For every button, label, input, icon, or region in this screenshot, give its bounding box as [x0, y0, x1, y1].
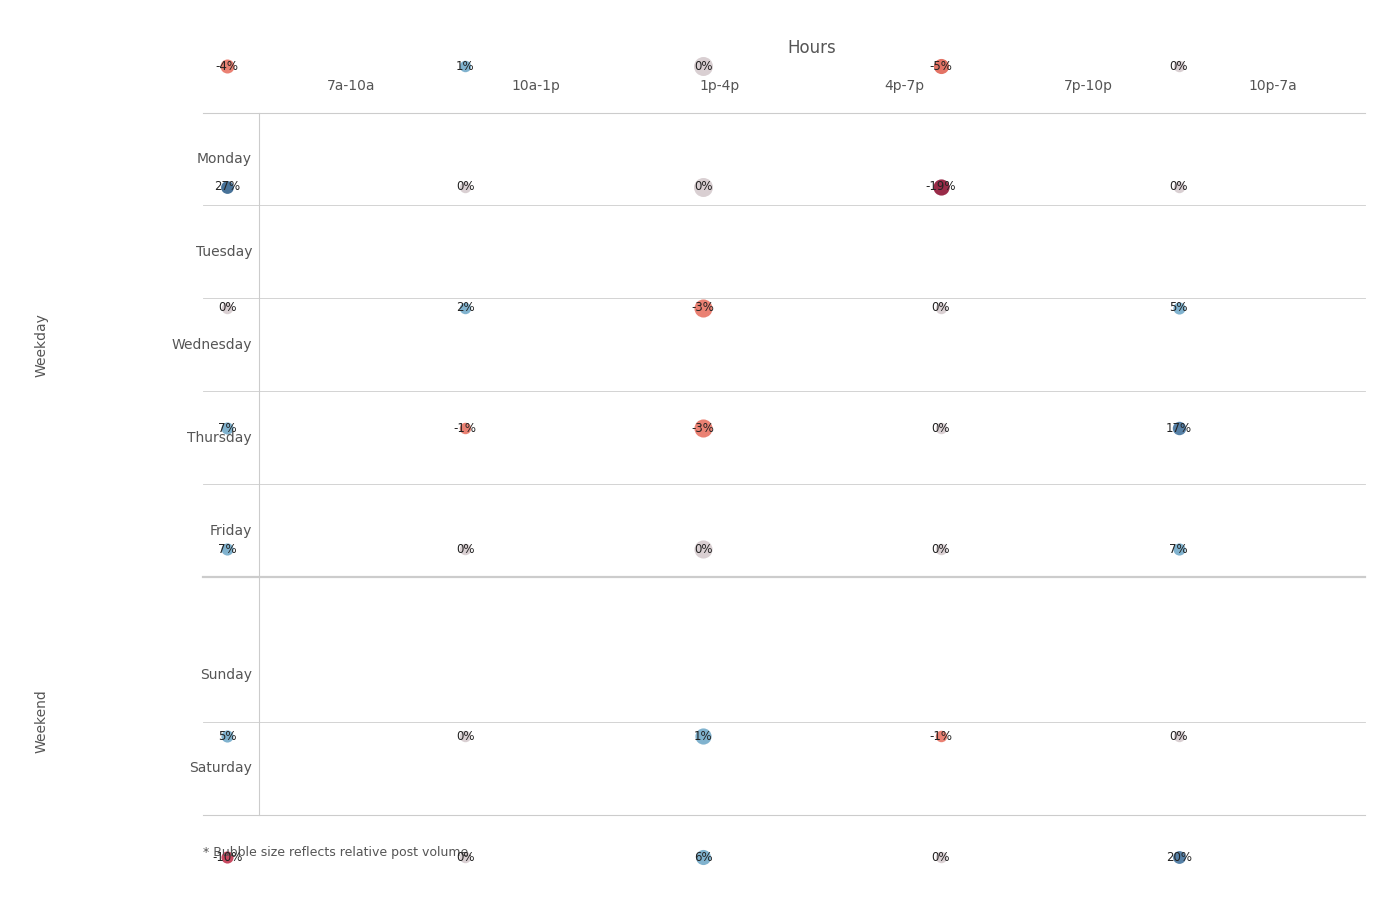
Point [930, 421, 952, 436]
Point [216, 180, 238, 194]
Point [454, 301, 476, 315]
Text: Tuesday: Tuesday [196, 245, 252, 259]
Point [692, 301, 714, 315]
Text: -5%: -5% [930, 59, 952, 73]
Text: 1%: 1% [693, 730, 713, 742]
Point [216, 301, 238, 315]
Text: Friday: Friday [210, 524, 252, 538]
Text: -3%: -3% [692, 302, 714, 314]
Point [692, 850, 714, 864]
Text: Monday: Monday [197, 152, 252, 166]
Text: 0%: 0% [456, 543, 475, 555]
Text: -3%: -3% [692, 422, 714, 435]
Text: 2%: 2% [456, 302, 475, 314]
Point [692, 542, 714, 556]
Text: 7%: 7% [1169, 543, 1189, 555]
Text: 6%: 6% [693, 850, 713, 864]
Text: 0%: 0% [456, 730, 475, 742]
Text: 7%: 7% [218, 543, 237, 555]
Text: * Bubble size reflects relative post volume.: * Bubble size reflects relative post vol… [203, 846, 472, 859]
Text: -1%: -1% [930, 730, 952, 742]
Text: 1p-4p: 1p-4p [700, 78, 741, 93]
Point [216, 59, 238, 74]
Text: 0%: 0% [1169, 730, 1189, 742]
Point [216, 729, 238, 743]
Text: 0%: 0% [1169, 59, 1189, 73]
Point [1168, 542, 1190, 556]
Point [1168, 850, 1190, 864]
Text: 0%: 0% [931, 850, 951, 864]
Point [454, 542, 476, 556]
Text: 0%: 0% [456, 181, 475, 194]
Point [692, 59, 714, 74]
Text: -10%: -10% [213, 850, 242, 864]
Text: 1%: 1% [456, 59, 475, 73]
Text: 4p-7p: 4p-7p [885, 78, 924, 93]
Text: 0%: 0% [931, 543, 951, 555]
Point [216, 421, 238, 436]
Text: 0%: 0% [931, 302, 951, 314]
Text: 27%: 27% [214, 181, 241, 194]
Text: 5%: 5% [218, 730, 237, 742]
Text: Hours: Hours [788, 39, 836, 57]
Point [930, 850, 952, 864]
Text: -1%: -1% [454, 422, 476, 435]
Point [454, 59, 476, 74]
Point [1168, 59, 1190, 74]
Text: Sunday: Sunday [200, 668, 252, 682]
Text: Wednesday: Wednesday [171, 338, 252, 352]
Point [930, 180, 952, 194]
Point [930, 729, 952, 743]
Text: 17%: 17% [1166, 422, 1191, 435]
Text: 7a-10a: 7a-10a [328, 78, 375, 93]
Point [1168, 180, 1190, 194]
Point [1168, 301, 1190, 315]
Point [216, 542, 238, 556]
Point [216, 850, 238, 864]
Text: Saturday: Saturday [189, 761, 252, 775]
Text: 0%: 0% [694, 181, 713, 194]
Text: 0%: 0% [218, 302, 237, 314]
Text: Weekday: Weekday [35, 313, 49, 377]
Text: 0%: 0% [931, 422, 951, 435]
Text: -4%: -4% [216, 59, 239, 73]
Text: 7p-10p: 7p-10p [1064, 78, 1113, 93]
Text: Thursday: Thursday [188, 431, 252, 445]
Text: 20%: 20% [1166, 850, 1191, 864]
Text: 0%: 0% [694, 59, 713, 73]
Point [930, 59, 952, 74]
Point [454, 729, 476, 743]
Text: 7%: 7% [218, 422, 237, 435]
Point [930, 542, 952, 556]
Point [454, 850, 476, 864]
Point [1168, 421, 1190, 436]
Text: 10a-1p: 10a-1p [511, 78, 560, 93]
Text: 0%: 0% [456, 850, 475, 864]
Point [1168, 729, 1190, 743]
Point [930, 301, 952, 315]
Point [454, 180, 476, 194]
Text: 0%: 0% [694, 543, 713, 555]
Text: Weekend: Weekend [35, 689, 49, 753]
Point [692, 180, 714, 194]
Point [454, 421, 476, 436]
Point [692, 729, 714, 743]
Text: 10p-7a: 10p-7a [1249, 78, 1298, 93]
Point [692, 421, 714, 436]
Text: 0%: 0% [1169, 181, 1189, 194]
Text: -19%: -19% [925, 181, 956, 194]
Text: 5%: 5% [1169, 302, 1189, 314]
